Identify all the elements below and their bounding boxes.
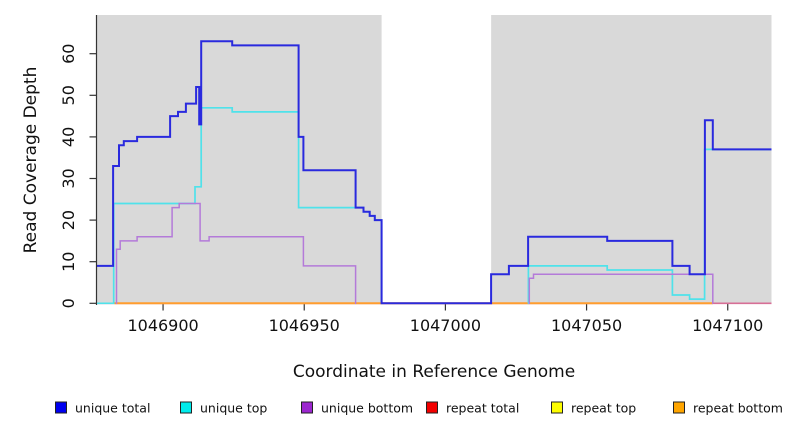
y-tick-label: 10 [59,252,78,272]
y-tick-label: 30 [59,168,78,188]
legend-label: repeat top [571,401,636,416]
legend-label: repeat total [446,401,519,416]
x-tick-label: 1047050 [551,316,622,335]
legend-label: unique bottom [321,401,413,416]
legend-item-repeat-total: repeat total [426,401,519,416]
series-lines [97,40,772,305]
series-line-unique-bottom [528,273,714,305]
legend-item-repeat-top: repeat top [551,401,636,416]
series-line-unique-total [97,40,772,305]
legend-label: unique total [75,401,150,416]
legend-item-unique-bottom: unique bottom [301,401,413,416]
legend-swatch-repeat-top [551,401,563,414]
x-tick-label: 1046950 [269,316,340,335]
axes: 0 10 20 30 40 50 60 1046900 1046950 1047000 104705… [59,15,763,335]
x-tick-label: 1047000 [410,316,481,335]
y-tick-label: 20 [59,210,78,230]
series-line-unique-bottom [115,202,357,305]
y-tick-label: 40 [59,127,78,147]
y-tick-label: 0 [59,298,78,308]
y-tick-label: 60 [59,44,78,64]
legend-label: repeat bottom [693,401,783,416]
legend-swatch-repeat-bottom [673,401,685,414]
legend-item-repeat-bottom: repeat bottom [673,401,783,416]
x-axis-title: Coordinate in Reference Genome [293,362,575,382]
legend-swatch-unique-total [55,401,67,414]
x-tick-label: 1047100 [692,316,763,335]
legend: unique total unique top unique bottom repea… [55,401,783,416]
y-tick-label: 50 [59,85,78,105]
legend-item-unique-top: unique top [180,401,267,416]
legend-item-unique-total: unique total [55,401,150,416]
y-axis-title: Read Coverage Depth [21,67,41,254]
legend-swatch-repeat-total [426,401,438,414]
legend-label: unique top [200,401,267,416]
no-coverage-band [381,15,492,304]
x-tick-label: 1046900 [127,316,198,335]
legend-swatch-unique-bottom [301,401,313,414]
plot-background [97,15,772,304]
legend-swatch-unique-top [180,401,192,414]
